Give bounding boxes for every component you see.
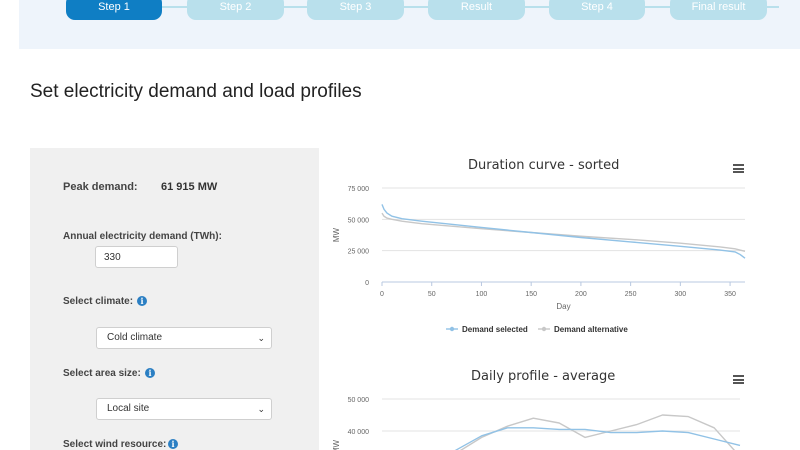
step-2[interactable]: Step 2 bbox=[187, 0, 284, 20]
area-size-label: Select area size: bbox=[63, 368, 141, 379]
daily-profile-chart-title: Daily profile - average bbox=[471, 369, 616, 384]
y-axis-label: MW bbox=[332, 439, 341, 450]
x-tick-label: 200 bbox=[575, 291, 587, 298]
x-tick-label: 300 bbox=[675, 291, 687, 298]
series-line-selected bbox=[381, 204, 746, 259]
series-line-selected bbox=[454, 427, 741, 450]
x-axis-label: Day bbox=[556, 302, 570, 311]
chevron-down-icon: ⌄ bbox=[257, 333, 265, 343]
area-size-select-value: Local site bbox=[107, 403, 150, 414]
step-1[interactable]: Step 1 bbox=[66, 0, 162, 20]
chevron-down-icon: ⌄ bbox=[257, 404, 265, 414]
wind-resource-info-icon[interactable]: i bbox=[168, 439, 178, 449]
wind-resource-label: Select wind resource: bbox=[63, 439, 167, 450]
x-tick-label: 50 bbox=[428, 291, 436, 298]
peak-demand-value: 61 915 MW bbox=[161, 181, 218, 193]
x-tick-label: 100 bbox=[476, 291, 488, 298]
climate-select[interactable]: Cold climate ⌄ bbox=[96, 327, 272, 349]
annual-demand-label: Annual electricity demand (TWh): bbox=[63, 231, 222, 242]
step-3[interactable]: Step 3 bbox=[307, 0, 404, 20]
y-tick-label: 50 000 bbox=[348, 397, 370, 404]
x-tick-label: 250 bbox=[625, 291, 637, 298]
duration-chart-title: Duration curve - sorted bbox=[468, 158, 620, 173]
series-line-alternative bbox=[381, 212, 746, 252]
x-tick-label: 0 bbox=[380, 291, 384, 298]
step-4[interactable]: Step 4 bbox=[549, 0, 645, 20]
legend-marker bbox=[449, 326, 455, 332]
y-tick-label: 50 000 bbox=[348, 217, 370, 224]
area-size-select[interactable]: Local site ⌄ bbox=[96, 398, 272, 420]
chart-menu-icon[interactable] bbox=[733, 164, 744, 173]
daily-profile-chart: 40 000 50 000 MW bbox=[332, 397, 741, 450]
y-tick-label: 0 bbox=[365, 280, 369, 287]
climate-info-icon[interactable]: i bbox=[137, 296, 147, 306]
step-result[interactable]: Result bbox=[428, 0, 525, 20]
step-4-label: Step 4 bbox=[581, 1, 613, 13]
legend-item: Demand selected bbox=[462, 325, 528, 334]
y-axis-label: MW bbox=[332, 227, 341, 242]
step-1-label: Step 1 bbox=[98, 1, 130, 13]
step-final-result-label: Final result bbox=[691, 1, 746, 13]
peak-demand-label: Peak demand: bbox=[63, 181, 138, 193]
y-tick-label: 40 000 bbox=[348, 429, 370, 436]
legend-marker bbox=[541, 326, 547, 332]
legend-item: Demand alternative bbox=[554, 325, 628, 334]
x-tick-label: 350 bbox=[724, 291, 736, 298]
area-size-info-icon[interactable]: i bbox=[145, 368, 155, 378]
duration-curve-chart: 0 25 000 50 000 75 000 0 50 100 150 200 250 300 350… bbox=[332, 186, 746, 334]
steps-bar: Step 1 Step 2 Step 3 Result Step 4 Final… bbox=[19, 0, 800, 49]
climate-label: Select climate: bbox=[63, 296, 134, 307]
annual-demand-input[interactable] bbox=[95, 246, 178, 268]
chart-menu-icon[interactable] bbox=[733, 375, 744, 384]
settings-panel: Peak demand: 61 915 MW Annual electricit… bbox=[30, 148, 319, 450]
y-tick-label: 75 000 bbox=[348, 186, 370, 193]
step-2-label: Step 2 bbox=[219, 1, 252, 13]
series-line-alternative bbox=[459, 414, 736, 450]
step-3-label: Step 3 bbox=[339, 1, 372, 13]
step-result-label: Result bbox=[460, 1, 493, 13]
climate-select-value: Cold climate bbox=[107, 332, 163, 343]
x-tick-label: 150 bbox=[525, 291, 537, 298]
step-final-result[interactable]: Final result bbox=[670, 0, 767, 20]
y-tick-label: 25 000 bbox=[348, 249, 370, 256]
page-title: Set electricity demand and load profiles bbox=[30, 81, 362, 102]
